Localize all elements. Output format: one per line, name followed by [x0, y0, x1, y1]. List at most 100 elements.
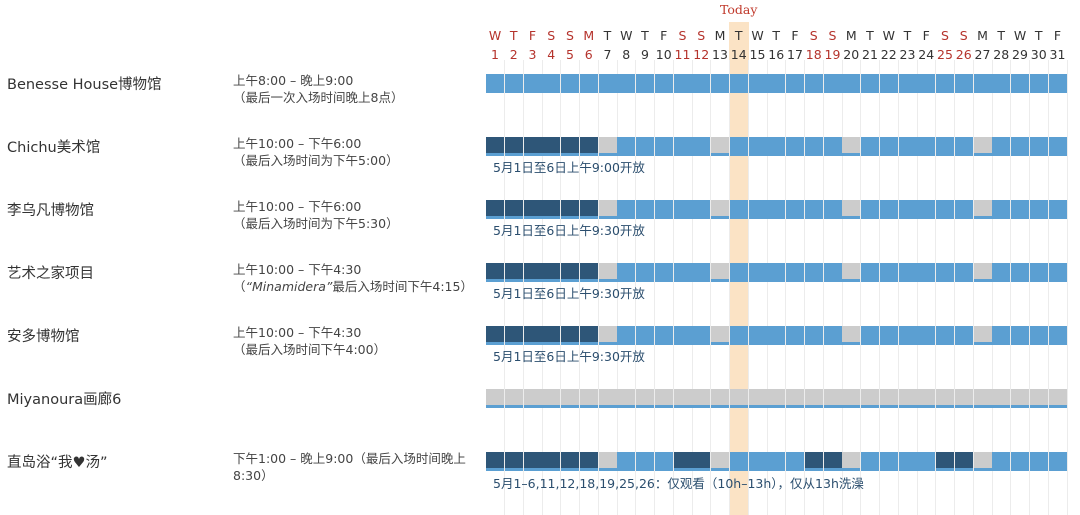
- day-gridline: [616, 60, 618, 515]
- day-status-cell: [486, 326, 504, 345]
- day-status-cell: [1048, 452, 1067, 471]
- day-gridline: [579, 60, 580, 515]
- day-number-label: 17: [787, 47, 803, 62]
- day-gridline: [954, 60, 955, 515]
- day-status-cell: [1011, 263, 1029, 282]
- venue-hours: 上午10:00 – 下午4:30 （“Minamidera”最后入场时间下午4:1…: [233, 261, 478, 295]
- day-status-cell: [636, 200, 654, 219]
- day-status-cell: [992, 137, 1011, 156]
- day-status-cell: [729, 389, 748, 408]
- day-status-cell: [973, 137, 992, 156]
- day-of-week-label: W: [751, 28, 764, 43]
- day-of-week-label: F: [922, 28, 930, 43]
- day-gridline: [1010, 60, 1012, 515]
- day-status-cell: [842, 389, 861, 408]
- day-of-week-label: W: [488, 28, 502, 43]
- day-status-cell: [579, 452, 598, 471]
- venue-name: 安多博物馆: [7, 329, 80, 345]
- day-status-cell: [654, 389, 673, 408]
- day-gridline: [1066, 60, 1068, 515]
- day-gridline: [541, 60, 543, 515]
- day-status-cell: [748, 389, 767, 408]
- hours-last-entry-text: （最后入场时间为下午5:00）: [233, 153, 399, 168]
- day-status-cell: [1011, 452, 1029, 471]
- day-status-cell: [917, 200, 936, 219]
- day-status-cell: [579, 326, 598, 345]
- day-status-cell: [898, 452, 917, 471]
- day-status-cell: [879, 263, 898, 282]
- day-status-cell: [748, 326, 767, 345]
- day-status-cell: [636, 74, 654, 93]
- day-gridline: [635, 60, 637, 515]
- hours-last-entry-rest: 最后入场时间下午4:15）: [332, 279, 473, 294]
- day-status-cell: [879, 200, 898, 219]
- day-status-cell: [842, 263, 861, 282]
- day-status-cell: [654, 74, 673, 93]
- day-gridline: [860, 60, 862, 515]
- day-status-cell: [523, 200, 542, 219]
- day-status-cell: [823, 326, 842, 345]
- day-status-cell: [486, 263, 504, 282]
- day-status-cell: [767, 137, 786, 156]
- day-status-cell: [842, 137, 861, 156]
- day-status-cell: [898, 326, 917, 345]
- day-status-cell: [523, 326, 542, 345]
- day-status-cell: [673, 263, 692, 282]
- day-status-cell: [1048, 74, 1067, 93]
- day-of-week-label: T: [603, 28, 612, 43]
- day-status-cell: [579, 74, 598, 93]
- day-status-cell: [692, 389, 711, 408]
- day-status-cell: [992, 200, 1011, 219]
- day-status-cell: [1048, 326, 1067, 345]
- day-status-cell: [692, 137, 711, 156]
- day-status-cell: [486, 137, 504, 156]
- day-status-cell: [579, 137, 598, 156]
- day-status-cell: [936, 326, 954, 345]
- day-of-week-label: S: [959, 28, 968, 43]
- hours-venue-name: “Minamidera”: [245, 279, 333, 294]
- day-of-week-label: S: [941, 28, 949, 43]
- day-status-cell: [504, 263, 523, 282]
- hours-last-entry-line: （最后入场时间下午4:00）: [233, 341, 478, 358]
- day-status-cell: [786, 200, 804, 219]
- day-status-cell: [523, 263, 542, 282]
- day-status-cell: [542, 263, 561, 282]
- day-status-cell: [992, 452, 1011, 471]
- day-status-cell: [692, 326, 711, 345]
- day-status-cell: [936, 263, 954, 282]
- day-status-cell: [936, 137, 954, 156]
- day-status-cell: [598, 200, 617, 219]
- day-status-cell: [692, 74, 711, 93]
- day-status-cell: [542, 389, 561, 408]
- day-status-cell: [861, 74, 879, 93]
- day-of-week-label: W: [882, 28, 895, 43]
- day-number-label: 8: [622, 47, 631, 62]
- day-status-cell: [992, 263, 1011, 282]
- day-status-cell: [1011, 137, 1029, 156]
- hours-line: 上午10:00 – 下午6:00: [233, 199, 362, 214]
- day-status-cell: [879, 452, 898, 471]
- day-status-cell: [767, 200, 786, 219]
- hours-line: 上午10:00 – 下午4:30: [233, 262, 362, 277]
- day-of-week-label: T: [903, 28, 912, 43]
- day-of-week-label: T: [997, 28, 1006, 43]
- day-status-cell: [486, 74, 504, 93]
- day-status-cell: [1029, 74, 1048, 93]
- day-status-cell: [1029, 137, 1048, 156]
- day-status-cell: [1048, 389, 1067, 408]
- day-status-cell: [861, 389, 879, 408]
- day-gridline: [1029, 60, 1030, 515]
- day-number-label: 29: [1012, 47, 1028, 62]
- hours-last-entry-line: （“Minamidera”最后入场时间下午4:15）: [233, 278, 478, 295]
- day-gridline: [560, 60, 562, 515]
- day-of-week-label: M: [845, 28, 857, 43]
- day-status-cell: [636, 452, 654, 471]
- day-of-week-label: M: [583, 28, 595, 43]
- day-status-cell: [1048, 200, 1067, 219]
- day-status-cell: [898, 389, 917, 408]
- venue-hours: 下午1:00 – 晚上9:00（最后入场时间晚上8:30）: [233, 450, 478, 484]
- day-status-cell: [973, 263, 992, 282]
- day-status-cell: [561, 326, 579, 345]
- day-status-cell: [879, 326, 898, 345]
- hours-last-entry-line: （最后入场时间为下午5:00）: [233, 152, 478, 169]
